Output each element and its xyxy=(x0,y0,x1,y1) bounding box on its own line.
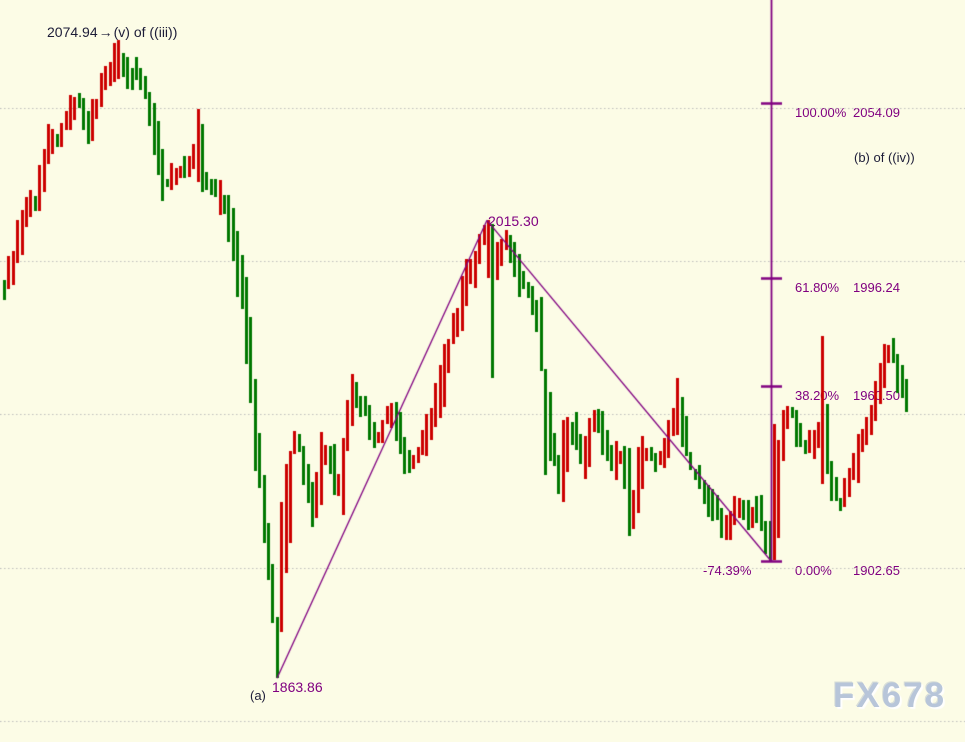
price-chart-canvas xyxy=(0,0,965,742)
chart-background: { "watermark": { "text": "FX678" }, "ann… xyxy=(0,0,965,742)
